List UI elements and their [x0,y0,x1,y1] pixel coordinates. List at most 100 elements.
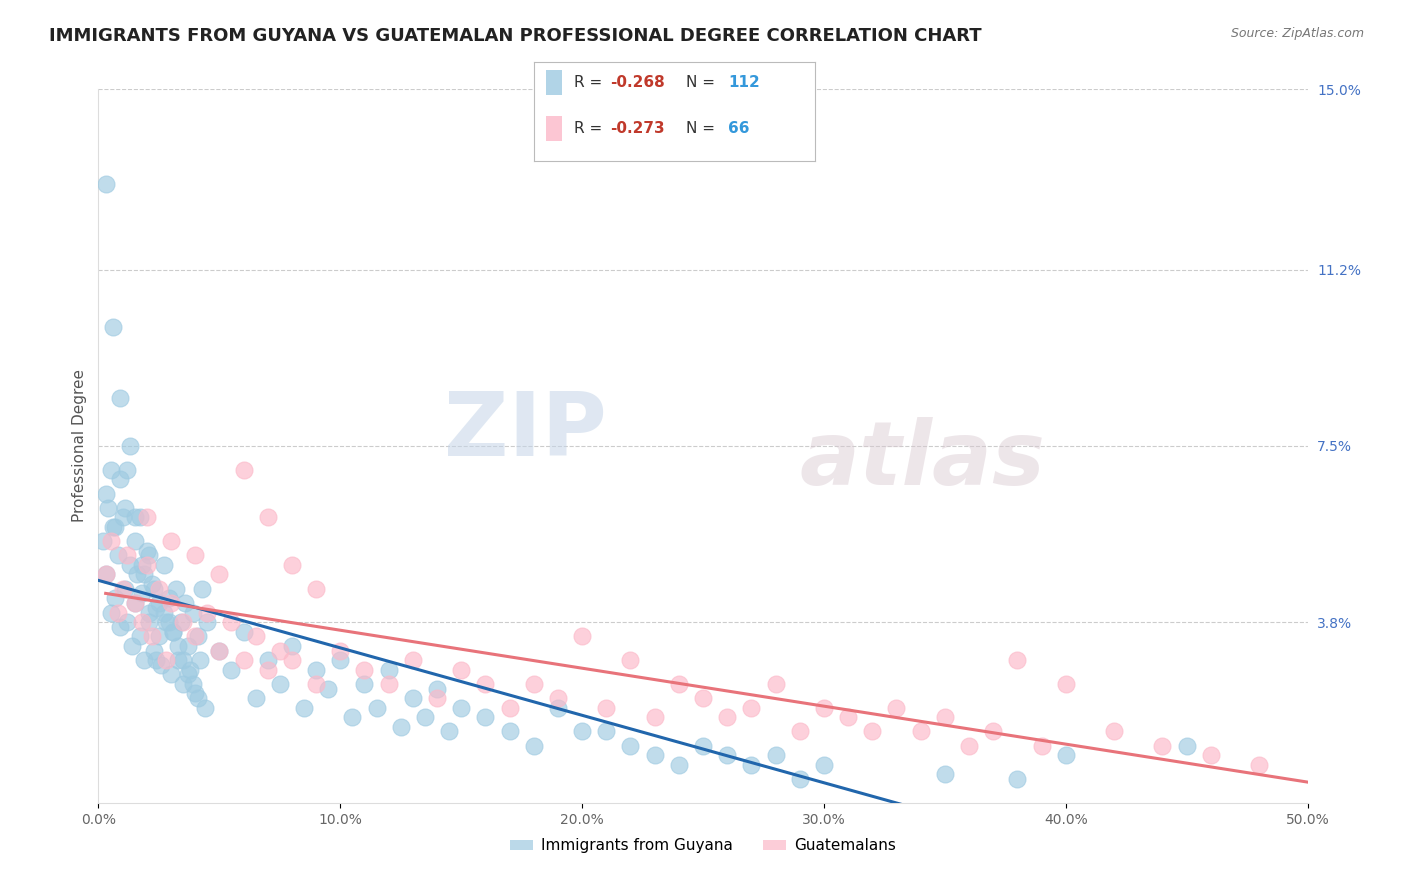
Point [813,700,835,714]
Point [450,663,472,677]
Point [124,510,146,524]
Point [104,520,127,534]
Y-axis label: Professional Degree: Professional Degree [72,369,87,523]
Point [162,624,184,639]
Point [474,710,496,724]
Point [208,567,231,582]
Text: N =: N = [686,121,720,136]
Point [167,653,190,667]
Point [134,567,156,582]
Point [100,606,122,620]
Point [135,543,157,558]
Point [232,624,254,639]
Legend: Immigrants from Guyana, Guatemalans: Immigrants from Guyana, Guatemalans [505,832,901,859]
Point [1007,772,1029,786]
Point [124,596,146,610]
Point [269,677,291,691]
Point [437,724,460,739]
Point [692,691,714,706]
Point [402,653,425,667]
Point [1102,724,1125,739]
Point [101,320,124,334]
Point [100,463,122,477]
Point [547,691,569,706]
Point [208,643,231,657]
Point [117,615,139,629]
Point [141,629,163,643]
Point [174,596,197,610]
Point [111,510,134,524]
Point [124,596,146,610]
Point [108,392,131,406]
Text: 66: 66 [728,121,749,136]
Point [184,549,207,563]
Point [353,663,375,677]
Point [94,486,117,500]
Point [155,615,177,629]
Point [256,510,278,524]
Point [107,549,129,563]
Point [181,677,204,691]
Point [377,677,399,691]
Point [195,606,218,620]
Point [1199,748,1222,763]
Point [595,724,617,739]
Text: 112: 112 [728,75,761,90]
Point [413,710,436,724]
Point [187,691,209,706]
Point [187,629,209,643]
Point [114,582,136,596]
Point [172,677,194,691]
Point [128,510,150,524]
Point [934,710,956,724]
Point [281,639,304,653]
Point [571,724,593,739]
Point [117,463,139,477]
Point [138,549,160,563]
Point [692,739,714,753]
Point [426,691,449,706]
Point [191,582,214,596]
Point [1152,739,1174,753]
Point [184,629,207,643]
Point [143,582,166,596]
Bar [546,117,562,141]
Point [329,653,352,667]
Point [498,700,520,714]
Point [886,700,908,714]
Point [208,643,231,657]
Point [292,700,315,714]
Point [389,720,412,734]
Point [131,586,153,600]
Point [118,439,141,453]
Point [644,748,666,763]
Point [150,657,173,672]
Point [97,500,120,515]
Point [184,686,207,700]
Point [813,757,835,772]
Text: R =: R = [574,121,607,136]
Point [127,567,149,582]
Point [523,739,546,753]
Point [1031,739,1053,753]
Point [157,591,180,606]
Point [934,767,956,781]
Point [245,691,267,706]
Point [114,500,136,515]
Point [135,558,157,572]
Point [1175,739,1198,753]
Point [571,629,593,643]
Point [1007,653,1029,667]
Point [91,534,114,549]
Point [141,577,163,591]
Text: -0.268: -0.268 [610,75,665,90]
Point [188,653,211,667]
Point [402,691,425,706]
Point [131,615,153,629]
Point [94,178,117,192]
Point [305,582,328,596]
Point [181,606,204,620]
Point [426,681,449,696]
Point [668,677,690,691]
Point [329,643,352,657]
